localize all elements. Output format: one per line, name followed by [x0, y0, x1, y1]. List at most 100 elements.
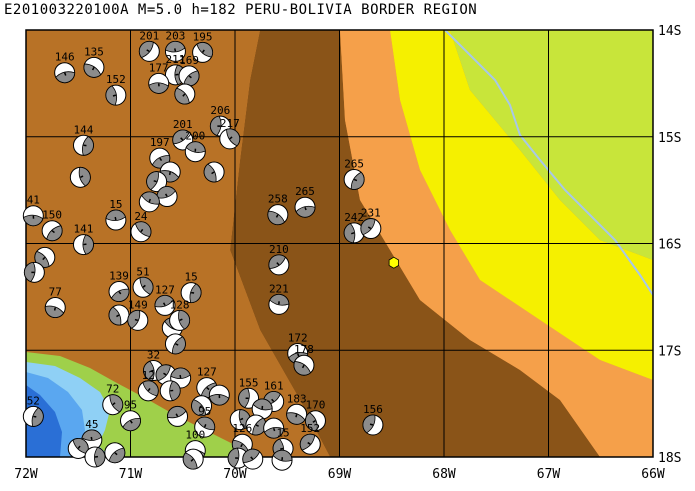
focal-mechanism[interactable]: 177 — [148, 61, 170, 94]
focal-mechanism[interactable]: 15 — [180, 271, 202, 304]
focal-mechanism[interactable]: 139 — [108, 270, 130, 303]
yellow-foothills — [390, 30, 653, 380]
focal-mechanism[interactable] — [182, 448, 204, 470]
beachball-lobe — [343, 223, 356, 244]
event-star[interactable] — [388, 256, 400, 269]
focal-mechanism[interactable] — [108, 304, 130, 326]
focal-mechanism[interactable]: 45 — [81, 418, 103, 451]
focal-mechanism[interactable] — [167, 405, 189, 427]
beachball-axis — [351, 232, 355, 235]
beachball-axis — [129, 420, 133, 424]
focal-mechanism[interactable]: 206 — [209, 104, 231, 137]
focal-mechanism[interactable]: 15 — [105, 198, 127, 231]
focal-mechanism[interactable]: 149 — [127, 298, 149, 331]
beachball-lobe — [362, 414, 376, 434]
focal-mechanism[interactable]: 52 — [22, 394, 44, 427]
focal-mechanism[interactable]: 265 — [343, 157, 365, 190]
focal-mechanism[interactable] — [146, 171, 168, 193]
focal-mechanism[interactable] — [263, 417, 285, 439]
focal-mechanism[interactable]: 170 — [304, 399, 326, 432]
focal-mechanism[interactable]: 12 — [137, 369, 159, 402]
focal-mechanism[interactable]: 217 — [219, 117, 241, 150]
map-frame — [25, 29, 654, 458]
beachball-lobe — [182, 452, 198, 470]
focal-mechanism[interactable]: 150 — [41, 209, 63, 242]
focal-mechanism[interactable]: 152 — [105, 73, 127, 106]
beachball-axis — [296, 353, 300, 357]
beachball-lobe — [293, 361, 312, 376]
beachball-lobe — [138, 40, 154, 59]
focal-mechanism[interactable]: 169 — [178, 54, 200, 87]
focal-mechanism[interactable] — [174, 83, 196, 105]
focal-mechanism[interactable]: 178 — [293, 343, 315, 376]
focal-mechanism[interactable]: 201 — [138, 29, 160, 62]
longitude-labels: 72W 71W 70W 69W 68W 67W 66W — [14, 467, 665, 482]
focal-mechanism[interactable]: 144 — [72, 123, 94, 156]
focal-mechanism[interactable]: 221 — [268, 282, 290, 315]
mechanism-depth-label: 41 — [27, 194, 40, 207]
beachball-axis — [163, 372, 167, 376]
focal-mechanism[interactable]: 51 — [132, 265, 154, 298]
focal-mechanism[interactable] — [242, 448, 264, 470]
focal-mechanism[interactable]: 95 — [194, 405, 216, 438]
focal-mechanism[interactable] — [271, 449, 293, 471]
focal-mechanism[interactable]: 231 — [360, 207, 382, 240]
focal-mechanism[interactable]: 258 — [267, 193, 289, 226]
focal-mechanism[interactable] — [69, 166, 91, 188]
focal-mechanism[interactable]: 265 — [294, 185, 316, 218]
beachball-axis — [182, 93, 186, 97]
focal-mechanism[interactable] — [159, 380, 181, 402]
focal-mechanism[interactable]: 95 — [120, 399, 141, 432]
focal-mechanism[interactable] — [84, 446, 106, 468]
focal-mechanism[interactable]: 210 — [268, 243, 290, 276]
focal-mechanism[interactable]: 127 — [154, 283, 176, 316]
focal-mechanism[interactable]: 183 — [286, 392, 308, 425]
mechanism-depth-label: 45 — [85, 418, 98, 431]
focal-mechanism[interactable] — [156, 186, 178, 208]
focal-mechanism[interactable] — [67, 437, 89, 459]
focal-mechanism[interactable] — [164, 333, 186, 355]
beachball-lobe — [146, 171, 159, 191]
focal-mechanism[interactable]: 72 — [102, 383, 124, 416]
mechanism-depth-label: 206 — [210, 104, 230, 117]
lat-tick-label: 15S — [658, 131, 681, 146]
focal-mechanism[interactable]: 141 — [72, 223, 94, 256]
focal-mechanism[interactable] — [203, 161, 225, 183]
focal-mechanism[interactable] — [251, 398, 273, 420]
beachball-lobe — [350, 171, 365, 190]
focal-mechanism[interactable] — [208, 384, 230, 406]
beachball-lobe — [142, 380, 159, 397]
focal-mechanism[interactable] — [138, 191, 160, 213]
beachball-lobe — [156, 186, 176, 199]
beachball-lobe — [169, 380, 181, 402]
mechanism-depth-label: 203 — [165, 29, 185, 42]
focal-mechanism[interactable] — [34, 246, 56, 268]
mechanism-depth-label: 217 — [220, 117, 240, 130]
beachball-axis — [164, 193, 168, 197]
focal-mechanism[interactable]: 152 — [299, 422, 321, 455]
beachball-lobe — [267, 210, 286, 226]
beachball-axis — [114, 216, 117, 221]
beachball-lobe — [174, 87, 190, 105]
mechanism-depth-label: 178 — [294, 343, 314, 356]
focal-mechanism[interactable]: 41 — [22, 194, 44, 227]
focal-mechanism[interactable]: 242 — [343, 211, 365, 244]
focal-mechanism[interactable]: 135 — [83, 45, 105, 78]
mechanism-depth-label: 15 — [184, 271, 197, 284]
focal-mechanism[interactable]: 77 — [44, 286, 66, 319]
focal-mechanism[interactable] — [245, 414, 267, 436]
event-hexagon[interactable] — [388, 256, 400, 269]
lat-tick-label: 17S — [658, 344, 681, 359]
focal-mechanism[interactable]: 128 — [169, 298, 191, 331]
focal-mechanism[interactable]: 203 — [164, 29, 186, 62]
focal-mechanism[interactable]: 146 — [54, 51, 76, 84]
beachball-lobe — [242, 448, 261, 463]
focal-mechanism[interactable]: 156 — [362, 403, 384, 436]
focal-mechanism[interactable]: 200 — [184, 130, 206, 163]
focal-mechanism[interactable]: 24 — [130, 210, 152, 243]
focal-mechanism[interactable] — [191, 395, 213, 417]
focal-mechanism[interactable] — [104, 442, 126, 464]
focal-mechanism[interactable] — [23, 261, 45, 283]
focal-mechanism[interactable]: 195 — [192, 30, 214, 63]
beachball-lobe — [191, 399, 207, 417]
